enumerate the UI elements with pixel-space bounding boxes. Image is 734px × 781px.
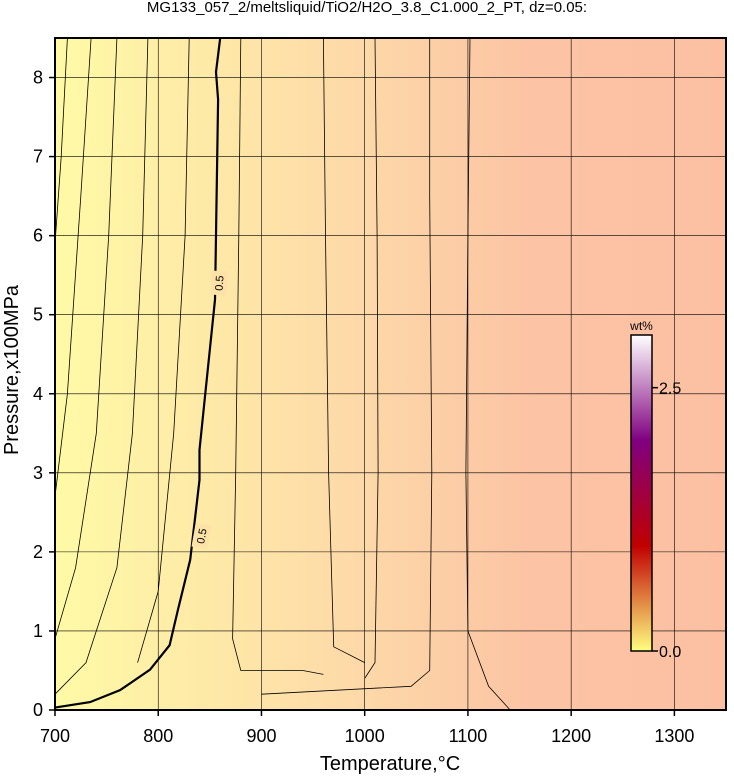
- colorbar-label: wt%: [629, 319, 653, 333]
- x-tick-label: 800: [143, 726, 173, 746]
- y-tick-label: 7: [33, 147, 43, 167]
- x-tick-label: 900: [246, 726, 276, 746]
- colorbar-tick-label: 2.5: [659, 381, 681, 398]
- colorbar-tick-label: 0.0: [659, 644, 681, 661]
- contour-line: [261, 38, 433, 695]
- contour-line: [54, 37, 68, 244]
- plot-frame: [54, 37, 727, 711]
- y-tick-label: 6: [33, 226, 43, 246]
- contour-line: [137, 37, 190, 663]
- contour-line: [232, 37, 324, 675]
- contour-label: 0.5: [195, 528, 209, 545]
- chart-title: MG133_057_2/meltsliquid/TiO2/H2O_3.8_C1.…: [147, 0, 587, 16]
- x-tick-label: 1200: [551, 726, 591, 746]
- contour-label-bg: [191, 522, 212, 550]
- x-tick-label: 1000: [345, 726, 385, 746]
- x-tick-label: 700: [40, 726, 70, 746]
- contour-label-bg: [210, 270, 228, 296]
- plot-field: [55, 38, 726, 710]
- y-tick-label: 4: [33, 384, 43, 404]
- x-tick-label: 1100: [449, 726, 488, 746]
- y-tick-label: 1: [33, 621, 43, 641]
- contour-line: [364, 37, 379, 679]
- contour-label: 0.5: [213, 275, 226, 291]
- contour-line: [54, 37, 92, 497]
- contour-line: [465, 37, 511, 711]
- y-axis-label: Pressure,x100MPa: [1, 284, 23, 455]
- y-tick-label: 0: [33, 700, 43, 720]
- x-tick-label: 1300: [654, 726, 694, 746]
- main-contour-line: [54, 37, 222, 709]
- contour-line: [54, 37, 118, 639]
- y-tick-label: 3: [33, 463, 43, 483]
- y-tick-label: 8: [33, 68, 43, 88]
- y-tick-label: 2: [33, 542, 43, 562]
- colorbar: [630, 334, 653, 652]
- y-tick-label: 5: [33, 305, 43, 325]
- contour-line: [323, 37, 365, 663]
- x-axis-label: Temperature,°C: [320, 753, 460, 775]
- contour-line: [54, 37, 149, 695]
